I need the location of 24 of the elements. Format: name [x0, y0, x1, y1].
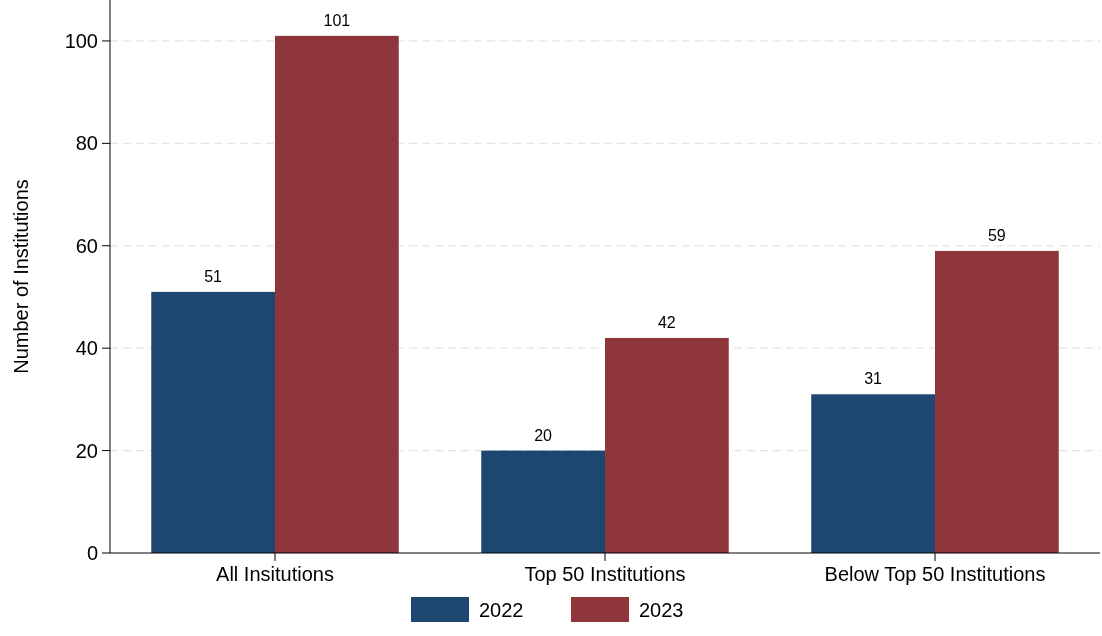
x-tick-label: All Insitutions: [216, 563, 334, 585]
data-label: 51: [204, 267, 223, 285]
x-tick-label: Below Top 50 Institutions: [824, 563, 1046, 585]
bar: [605, 337, 729, 553]
legend-label: 2023: [639, 599, 684, 621]
y-axis-title: Number of Institutions: [10, 179, 32, 374]
y-tick-label: 80: [75, 132, 98, 155]
y-tick-label: 60: [75, 234, 98, 257]
data-label: 20: [534, 426, 553, 444]
bar: [275, 35, 399, 553]
bar: [935, 250, 1059, 553]
legend-label: 2022: [479, 599, 524, 621]
data-label: 59: [987, 226, 1006, 244]
y-tick-label: 100: [64, 29, 98, 52]
y-tick-label: 40: [75, 337, 98, 360]
bar: [811, 394, 935, 553]
y-tick-label: 20: [75, 439, 98, 462]
bar: [151, 291, 275, 553]
data-label: 31: [864, 370, 883, 388]
data-label: 101: [323, 11, 351, 29]
data-label: 42: [657, 313, 676, 331]
x-tick-label: Top 50 Institutions: [524, 563, 686, 585]
y-tick-label: 0: [86, 542, 98, 564]
bar: [481, 450, 605, 553]
